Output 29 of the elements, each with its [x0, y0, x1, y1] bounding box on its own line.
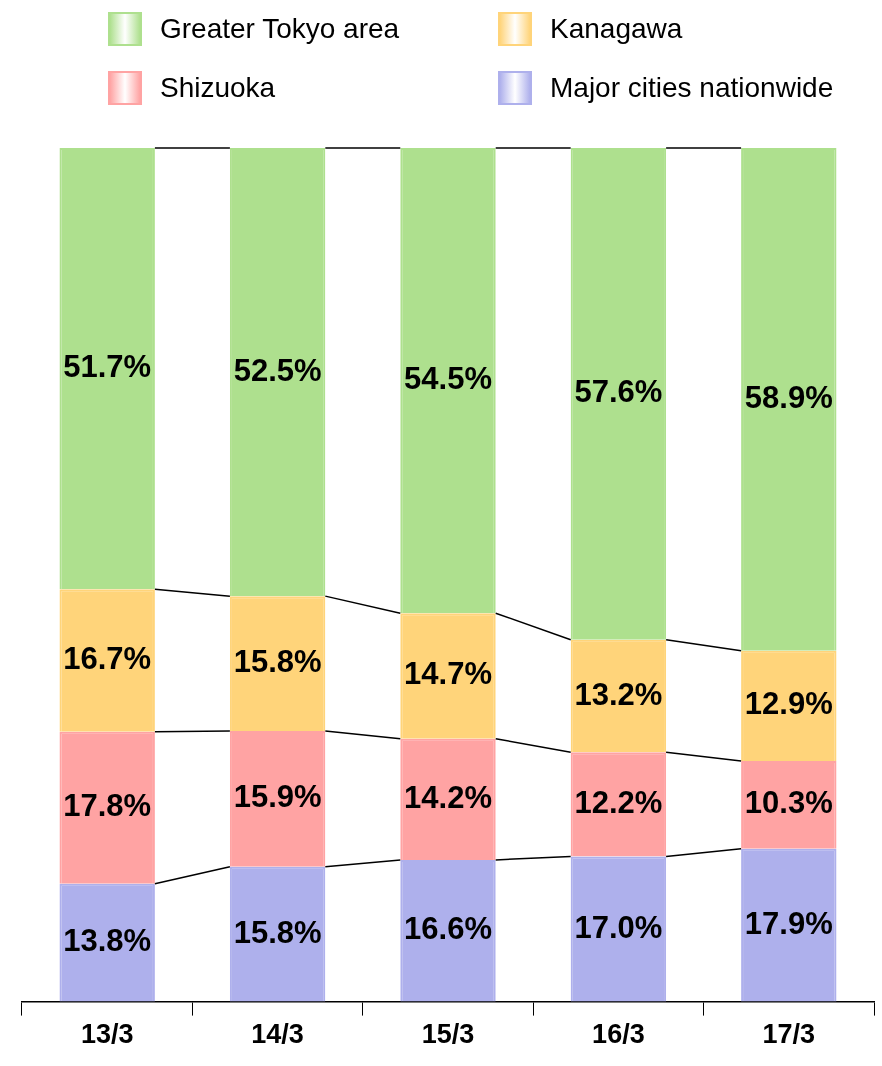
data-label: 14.2%	[404, 779, 492, 815]
data-label: 15.9%	[233, 779, 322, 815]
data-label: 51.7%	[63, 349, 152, 385]
legend-label: Kanagawa	[550, 12, 683, 45]
data-label: 15.8%	[233, 914, 322, 950]
data-label: 54.5%	[404, 361, 492, 397]
data-label: 13.8%	[63, 923, 152, 959]
data-label: 16.7%	[63, 641, 152, 677]
data-label: 15.8%	[233, 644, 322, 680]
x-tick-label: 13/3	[80, 1019, 134, 1050]
legend-label: Major cities nationwide	[550, 71, 834, 104]
legend-label: Shizuoka	[160, 71, 276, 104]
data-label: 52.5%	[233, 352, 322, 388]
data-label: 12.9%	[744, 686, 833, 722]
x-tick-label: 17/3	[762, 1019, 816, 1050]
data-label: 17.0%	[574, 909, 663, 945]
data-label: 16.6%	[404, 911, 492, 947]
x-tick-label: 14/3	[251, 1019, 304, 1050]
data-label: 57.6%	[574, 374, 663, 410]
data-label: 13.2%	[574, 676, 663, 712]
data-label: 10.3%	[744, 785, 833, 821]
data-label: 17.8%	[63, 788, 152, 824]
data-label: 14.7%	[404, 656, 492, 692]
x-tick-label: 15/3	[421, 1019, 475, 1050]
data-label: 58.9%	[744, 379, 833, 415]
legend-label: Greater Tokyo area	[160, 12, 400, 45]
data-label: 17.9%	[744, 905, 833, 941]
x-tick-label: 16/3	[592, 1019, 645, 1050]
data-label: 12.2%	[574, 784, 663, 820]
